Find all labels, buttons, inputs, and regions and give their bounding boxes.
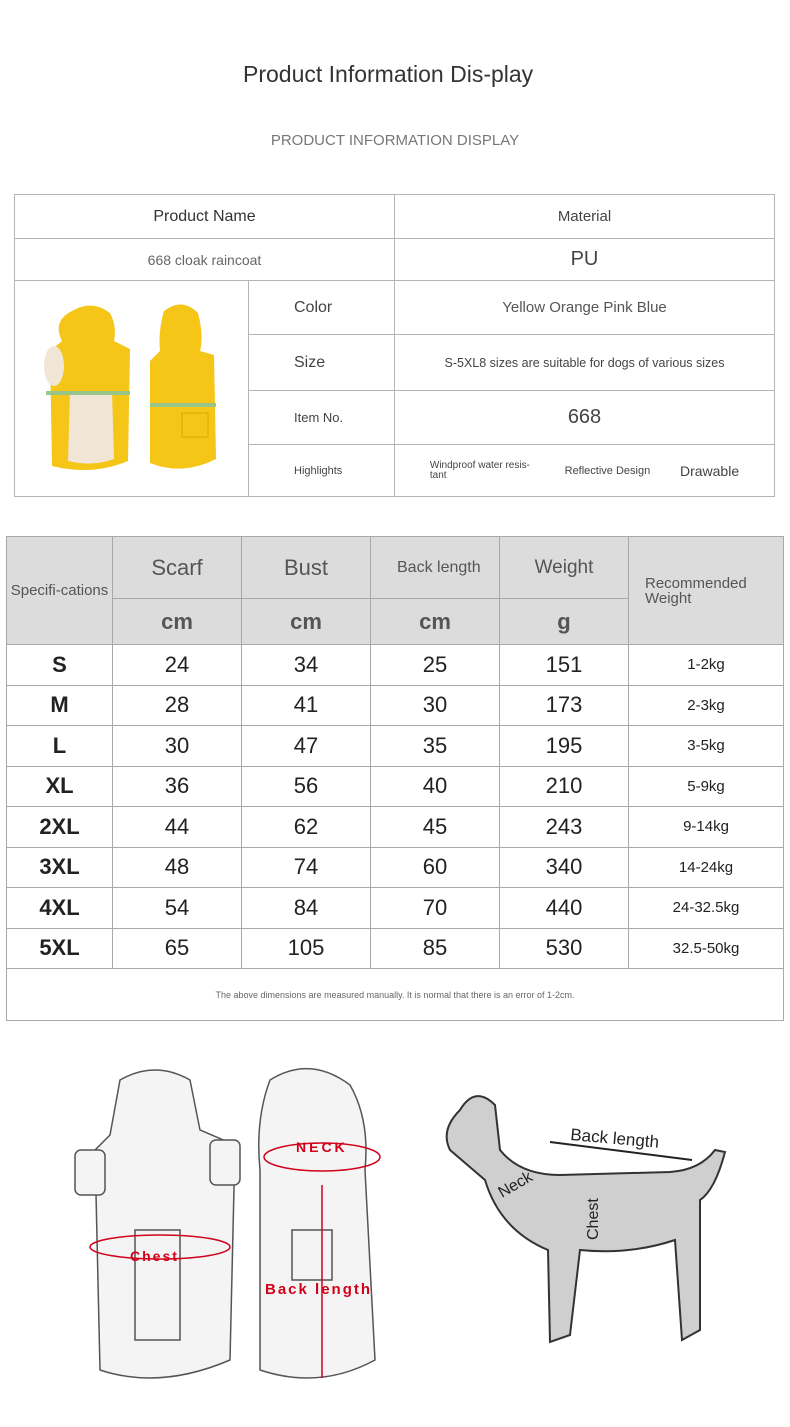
- product-image: [14, 280, 249, 497]
- coat-chest-label: Chest: [130, 1248, 179, 1264]
- size-row: 5XL 65 105 85 530 32.5-50kg: [6, 927, 784, 969]
- header-bust: Bust: [241, 536, 371, 599]
- size-cell: 25: [370, 644, 500, 686]
- size-cell: 24-32.5kg: [628, 887, 784, 929]
- coat-measurement-diagram: Chest NECK Back length: [74, 1068, 381, 1379]
- size-cell: 3-5kg: [628, 725, 784, 767]
- size-row: 3XL 48 74 60 340 14-24kg: [6, 846, 784, 888]
- size-cell: 41: [241, 684, 371, 726]
- header-weight: Weight: [499, 536, 629, 599]
- size-cell: 40: [370, 765, 500, 807]
- size-cell: 105: [241, 927, 371, 969]
- size-cell: 440: [499, 887, 629, 929]
- color-label: Color: [248, 280, 395, 335]
- page-title: Product Information Dis-play: [243, 61, 534, 87]
- size-cell: 62: [241, 806, 371, 848]
- size-label: Size: [248, 334, 395, 391]
- dog-back-length-label: Back length: [570, 1125, 660, 1152]
- dog-measurement-diagram: Back length Neck Chest: [445, 1095, 727, 1344]
- size-cell: 173: [499, 684, 629, 726]
- size-cell: 340: [499, 846, 629, 888]
- highlight-item: Drawable: [679, 462, 740, 479]
- size-row: L 30 47 35 195 3-5kg: [6, 725, 784, 767]
- size-cell: 32.5-50kg: [628, 927, 784, 969]
- size-cell: 56: [241, 765, 371, 807]
- product-info-table: Product Name Material 668 cloak raincoat P…: [14, 194, 775, 497]
- size-cell: 48: [112, 846, 242, 888]
- size-cell: L: [6, 725, 113, 767]
- size-cell: 44: [112, 806, 242, 848]
- size-cell: S: [6, 644, 113, 686]
- size-cell: 4XL: [6, 887, 113, 929]
- material-label: Material: [394, 194, 775, 239]
- size-cell: 54: [112, 887, 242, 929]
- raincoat-image: [43, 304, 216, 470]
- size-row: 4XL 54 84 70 440 24-32.5kg: [6, 887, 784, 929]
- header-recommended-weight: Recommended Weight: [628, 536, 784, 645]
- header-back-length: Back length: [370, 536, 500, 599]
- size-cell: 243: [499, 806, 629, 848]
- size-cell: 60: [370, 846, 500, 888]
- material-value: PU: [394, 238, 775, 281]
- size-row: XL 36 56 40 210 5-9kg: [6, 765, 784, 807]
- item-value: 668: [394, 390, 775, 445]
- size-cell: M: [6, 684, 113, 726]
- size-cell: 195: [499, 725, 629, 767]
- size-cell: 85: [370, 927, 500, 969]
- size-cell: 36: [112, 765, 242, 807]
- product-name-value: 668 cloak raincoat: [14, 238, 395, 281]
- header-specifications: Specifi-cations: [6, 536, 113, 645]
- size-cell: 530: [499, 927, 629, 969]
- size-value: S-5XL8 sizes are suitable for dogs of va…: [394, 334, 775, 391]
- coat-back-length-label: Back length: [265, 1281, 372, 1298]
- size-cell: 3XL: [6, 846, 113, 888]
- product-name-label: Product Name: [14, 194, 395, 239]
- size-cell: XL: [6, 765, 113, 807]
- size-cell: 1-2kg: [628, 644, 784, 686]
- size-row: 2XL 44 62 45 243 9-14kg: [6, 806, 784, 848]
- color-value: Yellow Orange Pink Blue: [394, 280, 775, 335]
- measurement-note: The above dimensions are measured manual…: [6, 968, 784, 1021]
- size-cell: 5XL: [6, 927, 113, 969]
- size-cell: 14-24kg: [628, 846, 784, 888]
- size-cell: 9-14kg: [628, 806, 784, 848]
- page-subtitle: PRODUCT INFORMATION DISPLAY: [270, 132, 520, 149]
- unit-scarf: cm: [112, 598, 242, 645]
- size-cell: 5-9kg: [628, 765, 784, 807]
- highlights-value: Windproof water resis-tant Reflective De…: [394, 444, 775, 497]
- highlight-item: Windproof water resis-tant: [429, 459, 530, 481]
- highlight-item: Reflective Design: [564, 464, 651, 477]
- size-cell: 47: [241, 725, 371, 767]
- coat-neck-label: NECK: [296, 1139, 348, 1155]
- size-row: S 24 34 25 151 1-2kg: [6, 644, 784, 686]
- unit-bust: cm: [241, 598, 371, 645]
- size-cell: 210: [499, 765, 629, 807]
- size-cell: 2XL: [6, 806, 113, 848]
- size-cell: 74: [241, 846, 371, 888]
- header-scarf: Scarf: [112, 536, 242, 599]
- dog-chest-label: Chest: [585, 1198, 602, 1240]
- size-cell: 45: [370, 806, 500, 848]
- unit-weight: g: [499, 598, 629, 645]
- size-cell: 151: [499, 644, 629, 686]
- size-cell: 2-3kg: [628, 684, 784, 726]
- item-label: Item No.: [248, 390, 395, 445]
- size-row: M 28 41 30 173 2-3kg: [6, 684, 784, 726]
- size-cell: 70: [370, 887, 500, 929]
- size-chart-table: Specifi-cations Scarf Bust Back length W…: [6, 536, 784, 1021]
- highlights-label: Highlights: [248, 444, 395, 497]
- unit-back-length: cm: [370, 598, 500, 645]
- size-cell: 34: [241, 644, 371, 686]
- size-cell: 30: [370, 684, 500, 726]
- size-cell: 24: [112, 644, 242, 686]
- size-cell: 35: [370, 725, 500, 767]
- size-cell: 65: [112, 927, 242, 969]
- size-cell: 84: [241, 887, 371, 929]
- size-cell: 28: [112, 684, 242, 726]
- size-cell: 30: [112, 725, 242, 767]
